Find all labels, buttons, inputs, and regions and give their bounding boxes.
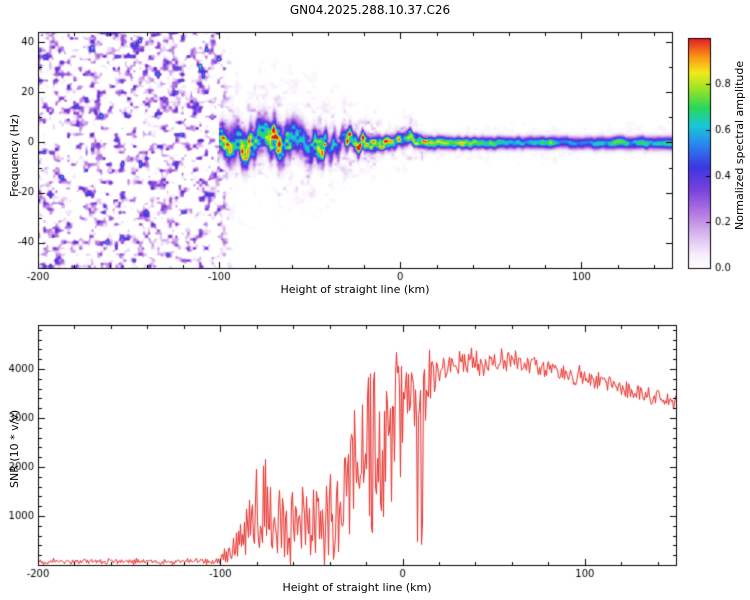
snr-xlabel: Height of straight line (km) <box>282 581 432 594</box>
spectrogram-ylabel: Frequency (Hz) <box>8 114 21 197</box>
colorbar-label: Normalized spectral amplitude <box>733 60 746 230</box>
spectrogram-xlabel: Height of straight line (km) <box>280 283 430 296</box>
snr-canvas <box>0 300 750 600</box>
figure-title: GN04.2025.288.10.37.C26 <box>289 3 451 17</box>
snr-ylabel: SNR (10 * v/v) <box>8 409 21 488</box>
spectrogram-canvas <box>0 0 750 300</box>
